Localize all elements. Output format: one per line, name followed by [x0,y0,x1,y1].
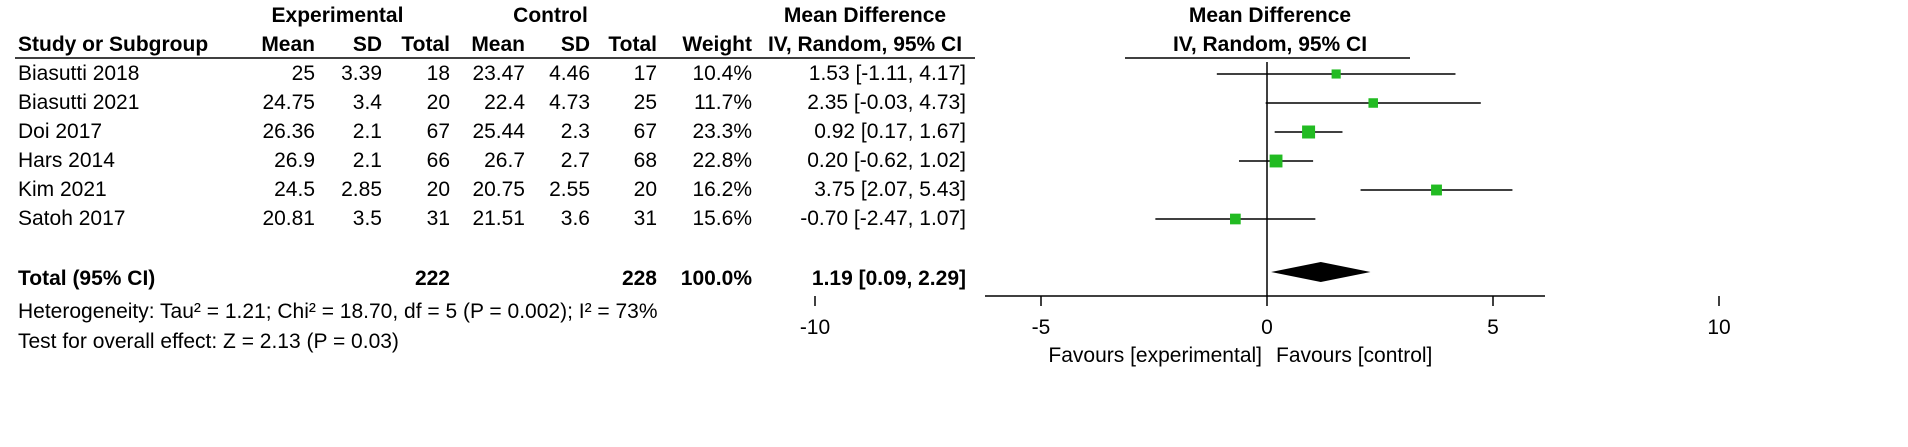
heterogeneity-text: Heterogeneity: Tau² = 1.21; Chi² = 18.70… [18,300,658,323]
total-label: Total (95% CI) [18,267,156,290]
cell-weight: 22.8% [692,149,752,172]
cell-exp-mean: 26.36 [262,120,315,143]
cell-ci: 0.20 [-0.62, 1.02] [807,149,966,172]
cell-weight: 16.2% [692,178,752,201]
x-tick-label: 5 [1487,316,1499,339]
total-weight: 100.0% [680,267,752,290]
study-marker [1269,154,1283,168]
cell-exp-sd: 3.5 [352,207,382,230]
cell-ctl-total: 25 [633,91,657,114]
cell-exp-total: 67 [426,120,450,143]
cell-ctl-sd: 2.55 [549,178,590,201]
cell-weight: 15.6% [692,207,752,230]
cell-name: Kim 2021 [18,178,107,201]
cell-ctl-sd: 3.6 [560,207,590,230]
header-exp-mean: Mean [261,33,315,56]
header-exp-total: Total [401,33,450,56]
favours-left-label: Favours [experimental] [1048,344,1262,367]
cell-ctl-mean: 22.4 [484,91,525,114]
cell-ci: -0.70 [-2.47, 1.07] [800,207,966,230]
total-ctl: 228 [621,267,657,290]
x-tick-label: -10 [800,316,830,339]
cell-ctl-mean: 23.47 [472,62,525,85]
cell-weight: 10.4% [692,62,752,85]
cell-ci: 2.35 [-0.03, 4.73] [807,91,966,114]
cell-ctl-sd: 2.7 [560,149,590,172]
study-marker [1230,213,1241,225]
x-tick-label: -5 [1032,316,1051,339]
cell-exp-mean: 20.81 [262,207,315,230]
cell-ctl-total: 68 [633,149,657,172]
cell-ctl-mean: 21.51 [472,207,525,230]
cell-ctl-mean: 20.75 [472,178,525,201]
header-ctl-total: Total [608,33,657,56]
cell-ci: 1.53 [-1.11, 4.17] [808,62,966,85]
cell-name: Biasutti 2018 [18,62,140,85]
study-marker [1302,125,1316,139]
header-exp-sd: SD [352,33,382,56]
cell-ctl-total: 67 [633,120,657,143]
header-mean-difference: Mean Difference [783,4,947,27]
cell-exp-total: 31 [426,207,450,230]
cell-name: Satoh 2017 [18,207,126,230]
cell-exp-sd: 3.4 [352,91,382,114]
cell-exp-sd: 2.1 [352,120,382,143]
cell-exp-total: 66 [426,149,450,172]
header-ci: IV, Random, 95% CI [767,33,963,56]
cell-ctl-sd: 2.3 [560,120,590,143]
cell-exp-mean: 24.75 [262,91,315,114]
cell-exp-total: 20 [426,91,450,114]
plot-subtitle: IV, Random, 95% CI [1172,33,1368,56]
cell-ctl-sd: 4.46 [549,62,590,85]
cell-ctl-sd: 4.73 [549,91,590,114]
x-tick-label: 0 [1261,316,1273,339]
cell-ctl-total: 20 [633,178,657,201]
total-ci: 1.19 [0.09, 2.29] [811,267,966,290]
total-exp: 222 [414,267,450,290]
cell-exp-total: 20 [426,178,450,201]
cell-exp-mean: 25 [291,62,315,85]
study-marker [1331,69,1341,79]
plot-title: Mean Difference [1188,4,1352,27]
cell-exp-sd: 3.39 [341,62,382,85]
cell-exp-sd: 2.1 [352,149,382,172]
cell-ctl-mean: 26.7 [484,149,525,172]
cell-exp-mean: 26.9 [274,149,315,172]
cell-ctl-mean: 25.44 [472,120,525,143]
cell-ci: 3.75 [2.07, 5.43] [814,178,966,201]
cell-name: Biasutti 2021 [18,91,140,114]
cell-weight: 11.7% [694,91,752,114]
cell-name: Doi 2017 [18,120,103,143]
x-tick-label: 10 [1707,316,1730,339]
pooled-diamond [1271,262,1371,282]
header-control: Control [513,4,588,27]
cell-ctl-total: 17 [633,62,657,85]
cell-exp-total: 18 [426,62,450,85]
cell-weight: 23.3% [692,120,752,143]
header-study: Study or Subgroup [18,33,209,56]
header-ctl-sd: SD [560,33,590,56]
cell-name: Hars 2014 [18,149,115,172]
header-weight: Weight [682,33,752,56]
cell-ci: 0.92 [0.17, 1.67] [814,120,966,143]
study-marker [1368,98,1378,108]
cell-exp-sd: 2.85 [341,178,382,201]
study-marker [1431,184,1442,196]
header-experimental: Experimental [271,4,404,27]
header-ctl-mean: Mean [471,33,525,56]
favours-right-label: Favours [control] [1276,344,1432,367]
cell-ctl-total: 31 [633,207,657,230]
cell-exp-mean: 24.5 [274,178,315,201]
overall-effect-text: Test for overall effect: Z = 2.13 (P = 0… [18,330,399,353]
